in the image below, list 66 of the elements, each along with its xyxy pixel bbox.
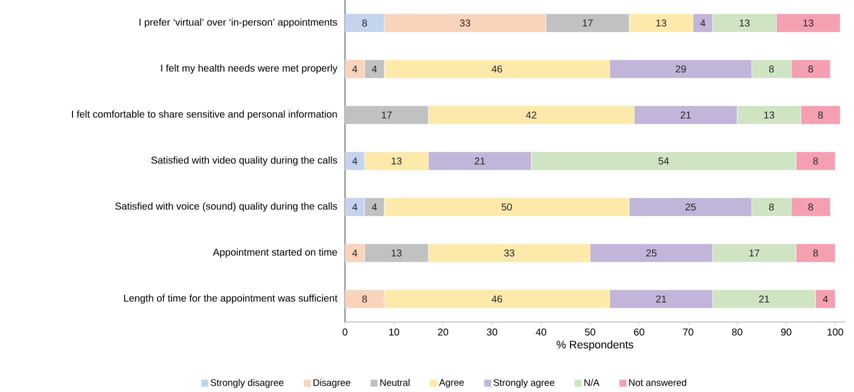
legend-label: N/A xyxy=(584,379,600,386)
x-tick-label: 80 xyxy=(732,328,742,336)
data-label: 17 xyxy=(382,112,392,118)
x-tick-label: 0 xyxy=(342,328,348,336)
legend-label: Neutral xyxy=(380,379,410,386)
data-label: 8 xyxy=(813,249,818,257)
data-label: 21 xyxy=(656,296,666,302)
data-label: 25 xyxy=(646,249,656,257)
data-label: 4 xyxy=(372,204,377,210)
legend-label: Strongly disagree xyxy=(210,379,284,388)
data-label: 46 xyxy=(492,295,502,303)
data-label: 4 xyxy=(700,20,706,26)
y-tick-label: I prefer ‘virtual’ over ‘in-person’ appointments xyxy=(140,18,338,28)
data-label: 8 xyxy=(818,111,823,119)
y-tick-label: I felt my health needs were met properly xyxy=(161,64,338,74)
data-label: 17 xyxy=(750,250,760,256)
x-tick-label: 30 xyxy=(486,328,498,336)
x-tick-label: 70 xyxy=(683,328,694,336)
data-label: 4 xyxy=(352,66,358,72)
data-label: 46 xyxy=(492,65,502,73)
data-label: 8 xyxy=(769,203,774,211)
legend-label: Disagree xyxy=(314,379,350,388)
legend-label: Not answered xyxy=(629,379,686,386)
data-label: 8 xyxy=(808,65,814,73)
data-label: 8 xyxy=(813,157,818,165)
data-label: 33 xyxy=(504,249,514,257)
data-label: 13 xyxy=(740,19,750,27)
data-label: 13 xyxy=(764,111,774,119)
y-tick-label: Length of time for the appointment was sufficient xyxy=(124,294,338,304)
data-label: 13 xyxy=(392,249,402,257)
data-label: 4 xyxy=(352,158,358,164)
data-label: 17 xyxy=(582,20,593,26)
x-tick-label: 20 xyxy=(438,328,448,336)
data-label: 13 xyxy=(803,19,814,27)
data-label: 21 xyxy=(759,296,770,302)
x-axis-title: % Respondents xyxy=(556,340,634,351)
data-label: 4 xyxy=(352,204,358,210)
data-label: 13 xyxy=(392,157,402,165)
legend-label: Strongly agree xyxy=(494,379,554,388)
x-tick-label: 40 xyxy=(536,328,546,336)
data-label: 25 xyxy=(686,203,696,211)
x-tick-label: 90 xyxy=(781,328,792,336)
legend-label: Agree xyxy=(439,379,464,388)
data-label: 33 xyxy=(460,19,470,27)
data-label: 8 xyxy=(808,203,814,211)
y-tick-label: Satisfied with video quality during the calls xyxy=(151,156,338,166)
data-label: 8 xyxy=(769,65,774,73)
data-label: 21 xyxy=(680,112,691,118)
data-label: 4 xyxy=(352,250,358,256)
data-label: 42 xyxy=(526,112,536,118)
x-tick-label: 50 xyxy=(584,328,596,336)
y-tick-label: Satisfied with voice (sound) quality during the calls xyxy=(115,202,338,212)
y-tick-label: I felt comfortable to share sensitive and personal information xyxy=(72,110,337,120)
data-label: 8 xyxy=(362,19,367,27)
data-label: 4 xyxy=(372,66,377,72)
data-label: 29 xyxy=(676,65,686,73)
data-label: 54 xyxy=(658,158,669,164)
x-tick-label: 100 xyxy=(828,328,844,336)
data-label: 4 xyxy=(822,296,828,302)
data-label: 8 xyxy=(362,295,367,303)
x-tick-label: 60 xyxy=(634,328,644,336)
data-label: 50 xyxy=(502,203,512,211)
y-tick-label: Appointment started on time xyxy=(212,248,338,258)
data-label: 13 xyxy=(656,19,666,27)
data-label: 21 xyxy=(474,158,485,164)
x-tick-label: 10 xyxy=(389,328,400,336)
